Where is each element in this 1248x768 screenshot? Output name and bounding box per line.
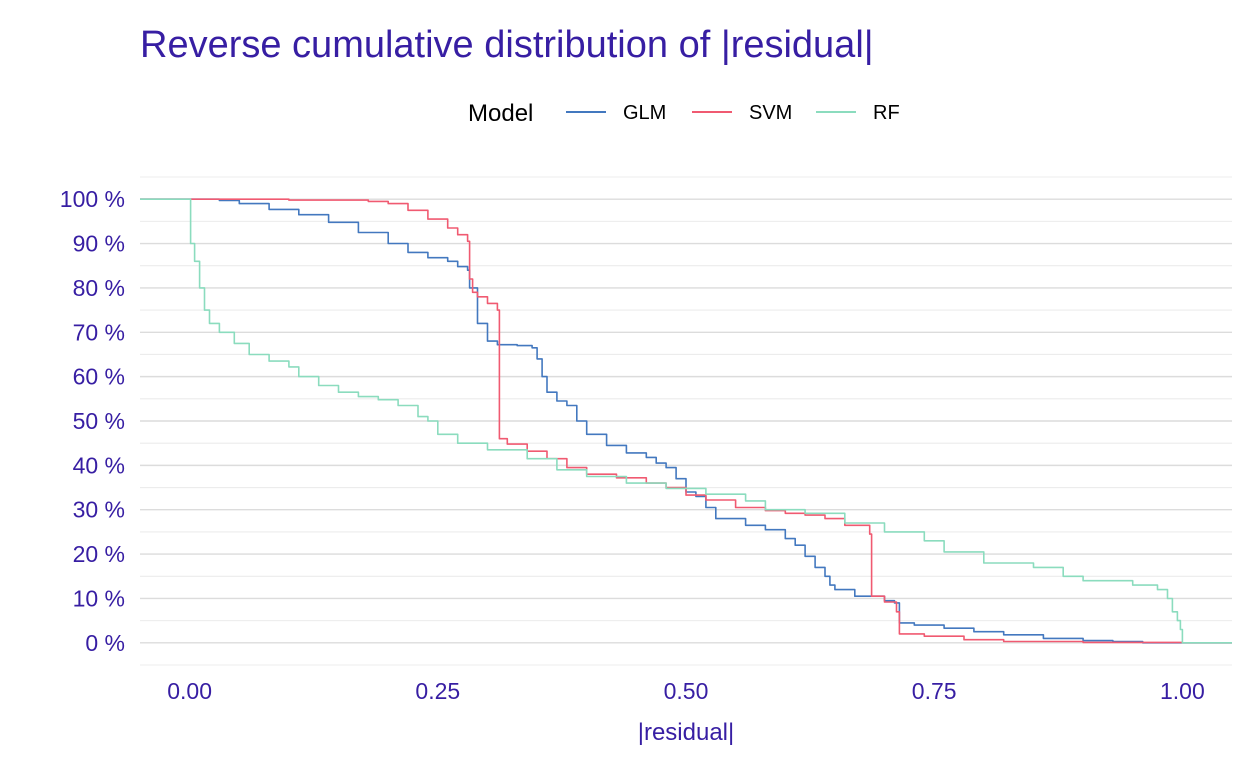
y-tick-label: 10 % — [73, 585, 125, 611]
legend-item-glm: GLM — [566, 102, 666, 124]
x-tick-label: 0.00 — [167, 678, 212, 704]
x-axis-label: |residual| — [638, 719, 735, 746]
series-layer — [140, 198, 1232, 644]
x-axis-ticks: 0.00 0.25 0.50 0.75 1.00 — [167, 678, 1204, 704]
y-tick-label: 40 % — [73, 452, 125, 478]
x-tick-label: 0.75 — [912, 678, 957, 704]
x-tick-label: 1.00 — [1160, 678, 1205, 704]
y-tick-label: 100 % — [60, 186, 125, 212]
y-tick-label: 0 % — [85, 630, 125, 656]
legend-title: Model — [468, 100, 533, 127]
grid — [140, 176, 1232, 666]
legend-item-svm: SVM — [692, 102, 792, 124]
legend-label: RF — [873, 102, 900, 124]
x-tick-label: 0.50 — [664, 678, 709, 704]
legend: Model GLM SVM RF — [468, 100, 900, 127]
y-tick-label: 20 % — [73, 541, 125, 567]
chart-title: Reverse cumulative distribution of |resi… — [140, 24, 874, 66]
legend-item-rf: RF — [816, 102, 900, 124]
series-line-glm — [140, 198, 1232, 644]
y-tick-label: 70 % — [73, 319, 125, 345]
y-tick-label: 30 % — [73, 497, 125, 523]
y-tick-label: 60 % — [73, 364, 125, 390]
legend-label: GLM — [623, 102, 666, 124]
legend-label: SVM — [749, 102, 792, 124]
series-line-svm — [140, 198, 1232, 644]
series-line-rf — [140, 198, 1232, 644]
y-axis-ticks: 0 % 10 % 20 % 30 % 40 % 50 % 60 % 70 % 80 % 90 % 1… — [60, 186, 125, 656]
y-tick-label: 80 % — [73, 275, 125, 301]
x-tick-label: 0.25 — [415, 678, 460, 704]
y-tick-label: 90 % — [73, 231, 125, 257]
y-tick-label: 50 % — [73, 408, 125, 434]
